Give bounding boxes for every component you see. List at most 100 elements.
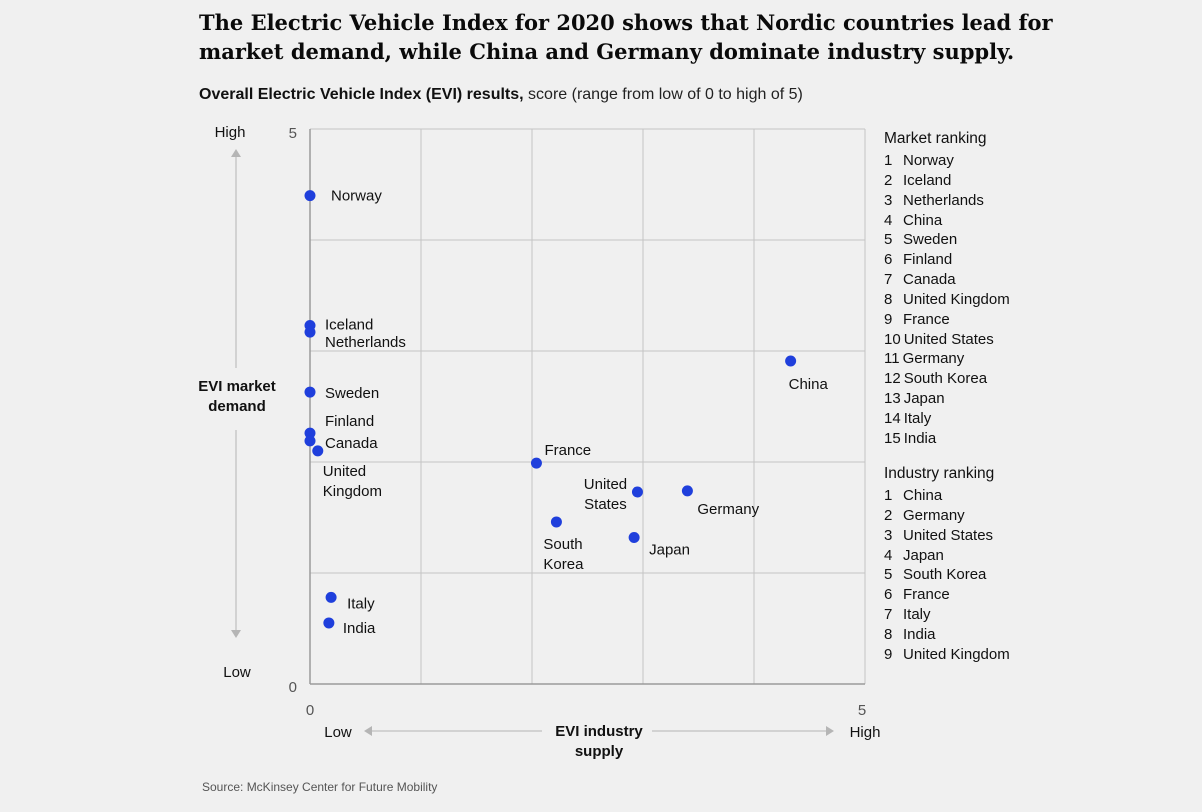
ranking-country: Sweden [903, 231, 958, 249]
ranking-item: 9 France [884, 310, 1010, 330]
ranking-country: China [903, 211, 943, 229]
ranking-number: 9 [884, 310, 893, 328]
data-point [304, 190, 316, 202]
data-point [631, 486, 643, 498]
ranking-country: India [903, 625, 936, 643]
ranking-item: 5 Sweden [884, 230, 1010, 250]
data-point [785, 355, 797, 367]
ranking-country: South Korea [903, 370, 988, 388]
point-label: Germany [697, 501, 759, 518]
ranking-item: 7 Canada [884, 270, 1010, 290]
ranking-number: 8 [884, 625, 893, 643]
ranking-number: 1 [884, 152, 893, 169]
point-label: Canada [325, 435, 378, 452]
ranking-number: 9 [884, 645, 893, 663]
ranking-item: 2 Iceland [884, 171, 1010, 191]
ranking-country: France [903, 310, 950, 328]
ranking-country: Germany [902, 350, 965, 368]
point-label: Finland [325, 413, 374, 430]
ranking-item: 5 South Korea [884, 565, 1010, 585]
subtitle-bold: Overall Electric Vehicle Index (EVI) res… [199, 86, 524, 103]
x-high-label: High [850, 724, 881, 741]
ranking-item: 4 China [884, 211, 1010, 231]
subtitle-rest: score (range from low of 0 to high of 5) [523, 86, 803, 103]
ranking-country: Canada [903, 271, 956, 289]
ranking-number: 14 [884, 409, 901, 427]
x-tick-label: 0 [306, 702, 314, 719]
point-label: Netherlands [325, 334, 406, 351]
industry-ranking-title: Industry ranking [884, 465, 995, 482]
ranking-item: 2 Germany [884, 506, 1010, 526]
point-label: Norway [331, 188, 382, 205]
point-label: Japan [649, 541, 690, 558]
ranking-country: United States [903, 526, 994, 544]
y-tick-label: 5 [289, 125, 297, 142]
ranking-item: 6 France [884, 585, 1010, 605]
ranking-country: China [903, 487, 943, 504]
industry-ranking-list: 1 China 2 Germany 3 United States 4 Japan 5 South… [884, 486, 1010, 665]
ranking-item: 13 Japan [884, 389, 1010, 409]
data-point [681, 485, 693, 497]
data-point [304, 435, 316, 447]
headline: The Electric Vehicle Index for 2020 show… [199, 10, 1053, 64]
ranking-country: Japan [903, 390, 945, 408]
ranking-item: 8 United Kingdom [884, 290, 1010, 310]
ranking-number: 5 [884, 566, 893, 584]
data-point [312, 445, 324, 457]
market-ranking: Market ranking 1 Norway 2 Iceland 3 Netherlan… [884, 129, 1010, 449]
point-label: Italy [347, 595, 375, 612]
ranking-country: Japan [903, 546, 944, 564]
y-axis-label: EVI market demand [198, 378, 276, 415]
ranking-item: 4 Japan [884, 546, 1010, 566]
data-point [304, 427, 316, 439]
source-note: Source: McKinsey Center for Future Mobil… [202, 780, 438, 794]
ranking-item: 7 Italy [884, 605, 1010, 625]
ranking-item: 10 United States [884, 330, 1010, 350]
ranking-item: 9 United Kingdom [884, 645, 1010, 665]
ranking-country: Italy [903, 409, 932, 427]
ranking-number: 10 [884, 330, 901, 348]
ranking-country: France [903, 586, 950, 604]
x-low-label: Low [324, 724, 352, 741]
point-label: Sweden [325, 385, 379, 402]
ranking-number: 11 [884, 350, 900, 368]
ranking-number: 15 [884, 429, 901, 447]
ranking-country: Norway [903, 152, 954, 169]
data-point [304, 326, 316, 338]
point-label: Iceland [325, 316, 373, 333]
ranking-item: 3 Netherlands [884, 191, 1010, 211]
ranking-item: 6 Finland [884, 250, 1010, 270]
y-tick-label: 0 [289, 679, 297, 696]
point-label: China [789, 376, 829, 393]
point-label: France [544, 442, 591, 459]
ranking-country: United Kingdom [903, 290, 1010, 308]
point-label: United States [584, 476, 627, 513]
ranking-number: 8 [884, 290, 893, 308]
point-label: United Kingdom [323, 463, 382, 500]
ranking-number: 3 [884, 526, 893, 544]
y-low-label: Low [223, 664, 251, 681]
arrow-left-icon [364, 726, 372, 736]
data-point [550, 516, 562, 528]
market-ranking-list: 1 Norway 2 Iceland 3 Netherlands 4 China 5 Sweden… [884, 151, 1010, 449]
point-label: South Korea [543, 536, 584, 573]
data-point [325, 591, 337, 603]
ranking-item: 1 China [884, 486, 1010, 506]
y-high-label: High [215, 124, 246, 141]
ranking-country: United Kingdom [903, 645, 1010, 663]
market-ranking-title: Market ranking [884, 130, 987, 147]
data-point [323, 617, 335, 629]
data-point [628, 531, 640, 543]
ranking-country: Iceland [903, 171, 952, 189]
ranking-number: 6 [884, 586, 893, 604]
ranking-number: 3 [884, 191, 893, 209]
ranking-country: United States [903, 330, 994, 348]
ranking-number: 4 [884, 211, 893, 229]
arrow-down-icon [231, 630, 241, 638]
ranking-item: 1 Norway [884, 151, 1010, 171]
ranking-item: 8 India [884, 625, 1010, 645]
ranking-item: 12 South Korea [884, 369, 1010, 389]
x-tick-label: 5 [858, 702, 866, 719]
ranking-number: 12 [884, 370, 901, 388]
